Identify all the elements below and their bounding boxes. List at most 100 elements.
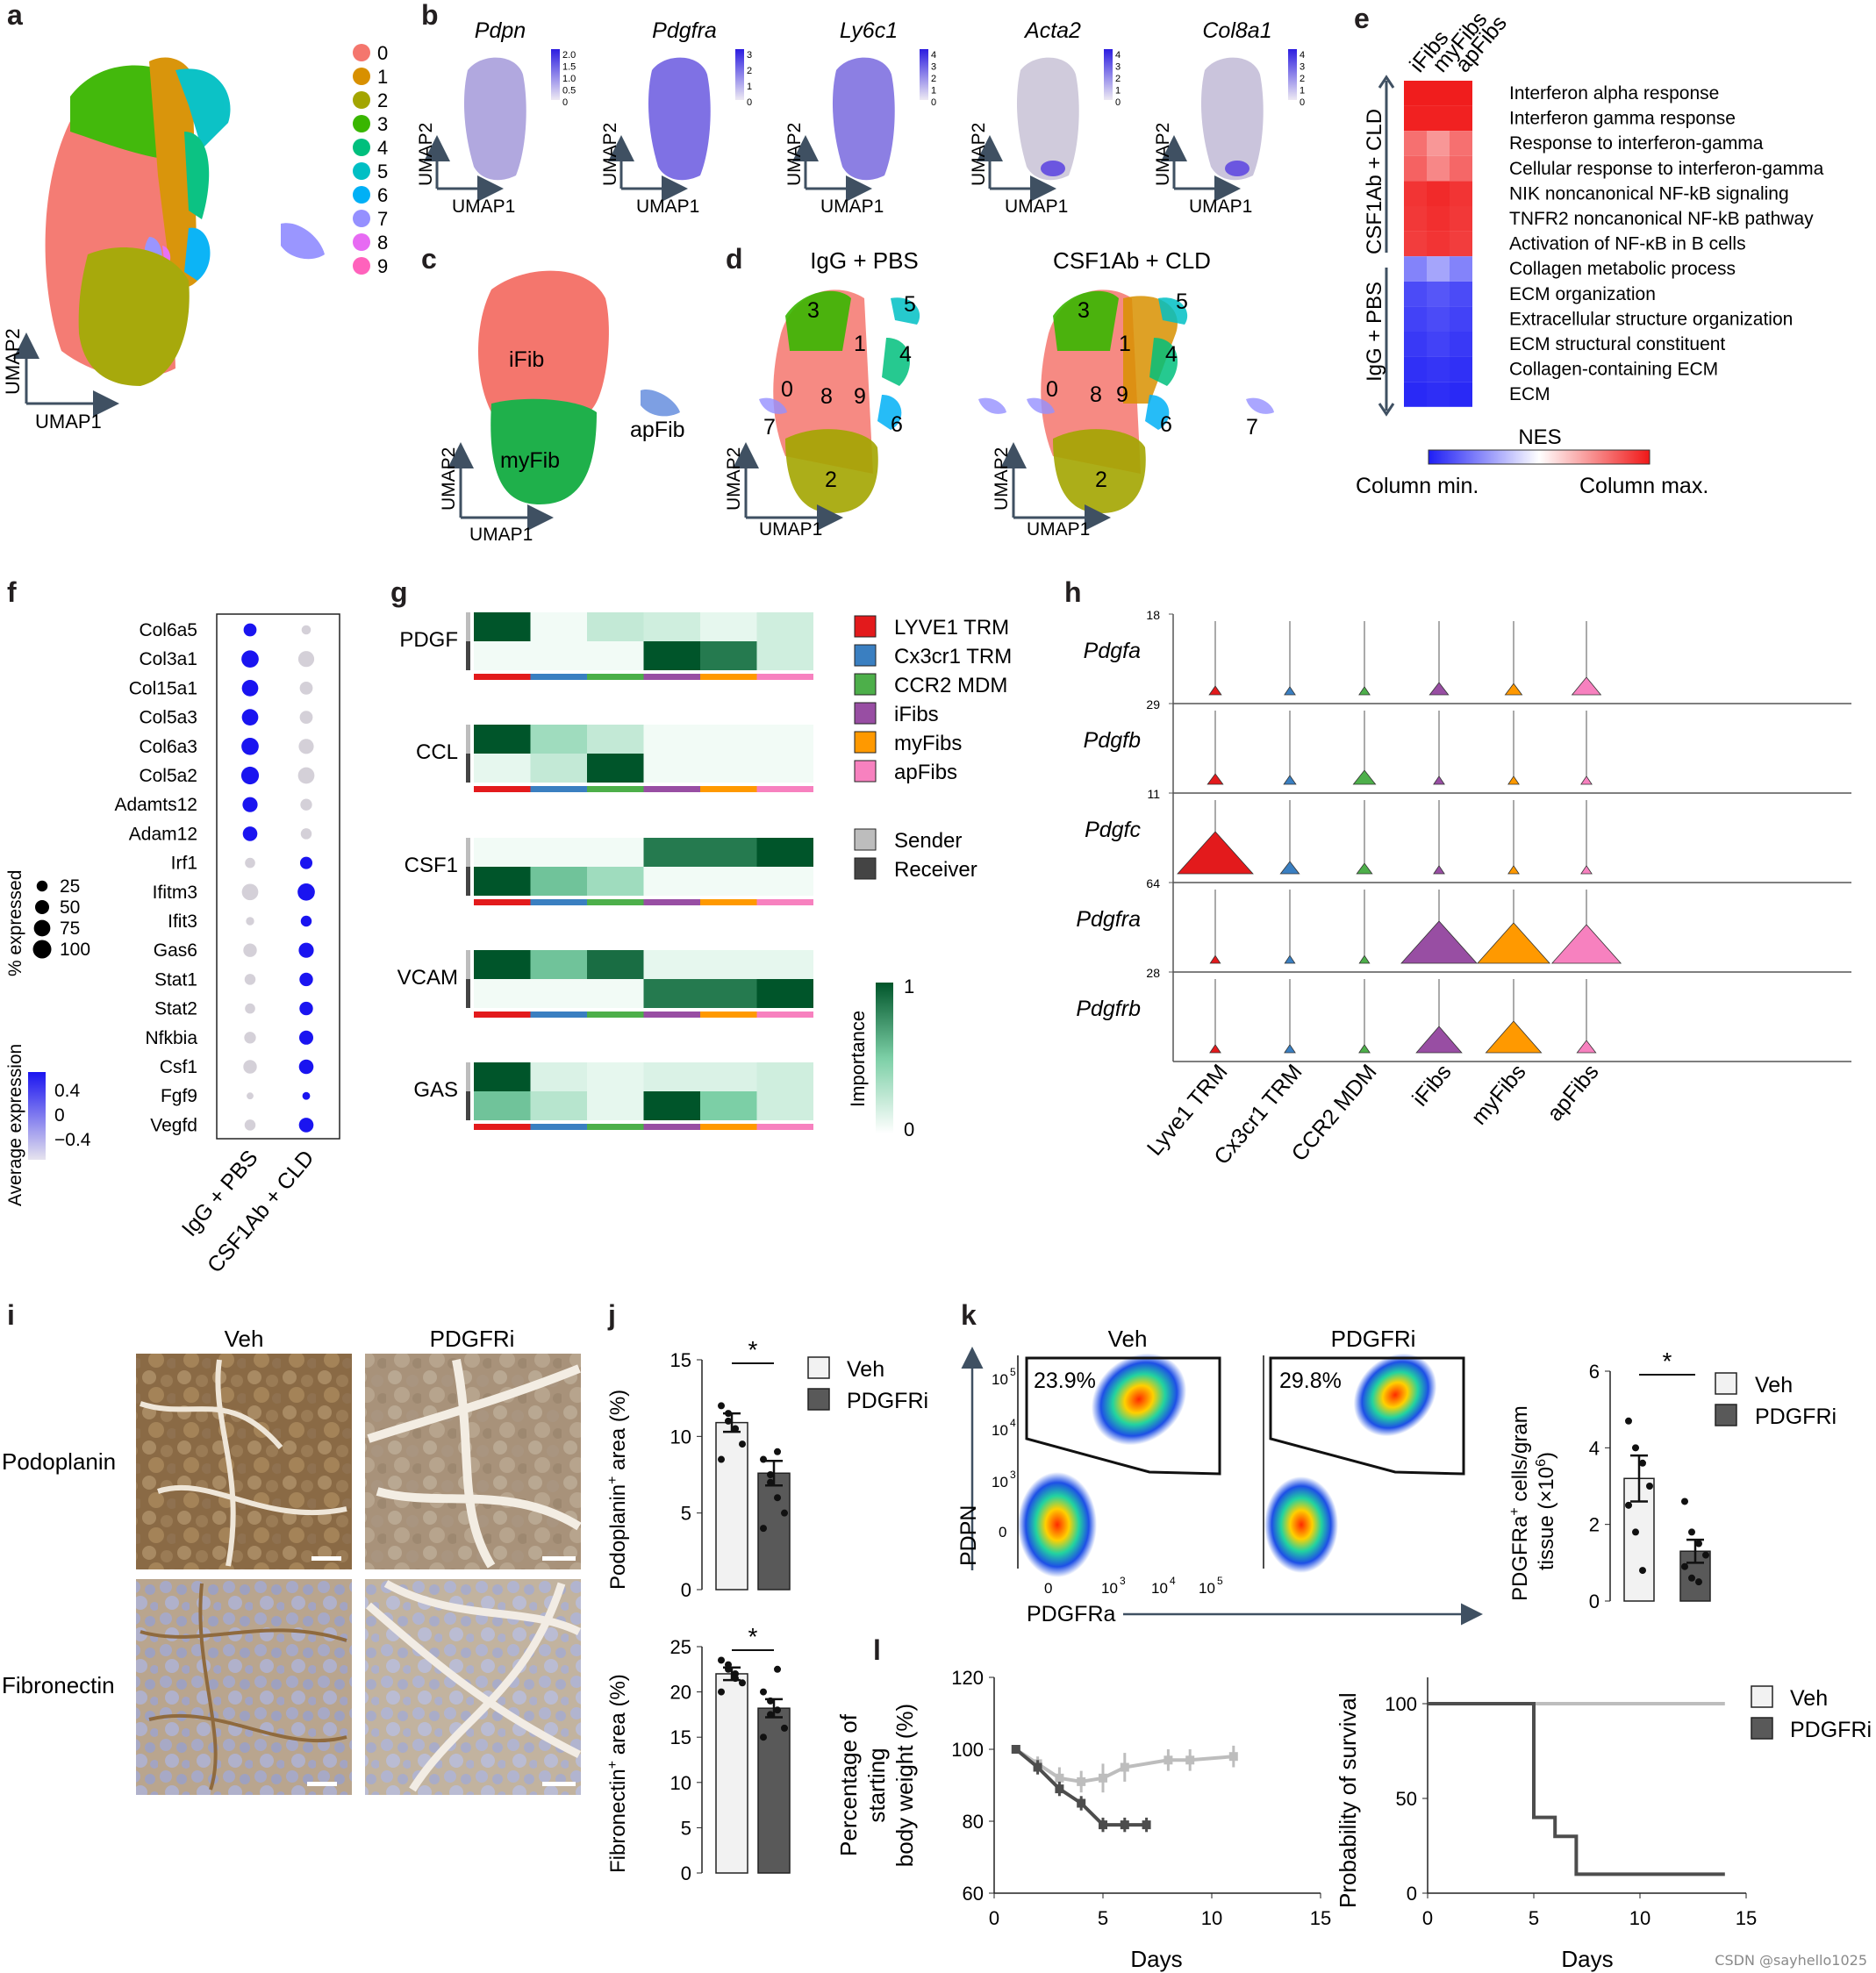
dotplot-gene-label: Col15a1 xyxy=(129,678,197,698)
colorbar-tick: 1.5 xyxy=(562,62,576,73)
survival-line xyxy=(1428,1702,1725,1876)
cluster-region xyxy=(891,297,920,325)
celltype-strip xyxy=(474,1124,531,1130)
importance-cell xyxy=(700,725,757,754)
bar-point xyxy=(767,1697,774,1705)
cluster-region xyxy=(1027,397,1055,414)
dotplot-gene-label: Col5a2 xyxy=(139,766,197,786)
dotplot-dot xyxy=(298,739,314,754)
bar-tick-label: 6 xyxy=(1589,1361,1600,1383)
ihc-image-fibro-veh xyxy=(136,1579,352,1795)
cluster-number: 5 xyxy=(1176,290,1188,314)
l-ylabel: body weight (%) xyxy=(891,1704,918,1867)
dotplot-dot xyxy=(298,1059,314,1075)
bar-point xyxy=(774,1706,781,1714)
violin-shape xyxy=(1428,682,1450,696)
bar-point xyxy=(1681,1562,1688,1570)
axis-label-y: UMAP2 xyxy=(724,447,744,511)
cluster-region xyxy=(1145,395,1170,430)
l-tick-label: 15 xyxy=(1310,1907,1331,1929)
bar-tick-label: 15 xyxy=(670,1726,691,1748)
bar-tick-label: 4 xyxy=(1589,1437,1600,1459)
feature-colorbar xyxy=(1104,49,1113,100)
flow-plot-veh: 23.9% xyxy=(1017,1353,1221,1577)
heatmap-cell xyxy=(1427,306,1450,332)
bar-tick-label: 20 xyxy=(670,1682,691,1704)
umap-a-y: UMAP2 xyxy=(2,328,24,395)
bar-point xyxy=(732,1675,739,1683)
axis-label-y: UMAP2 xyxy=(1153,123,1173,186)
importance-cell xyxy=(474,1091,531,1120)
role-swatch xyxy=(854,828,877,851)
avg-tick: −0.4 xyxy=(54,1130,91,1150)
axis-label-x: UMAP1 xyxy=(1005,197,1068,217)
legend-label: Veh xyxy=(1790,1686,1828,1711)
panel-letter-f: f xyxy=(7,576,17,608)
colorbar-tick: 0 xyxy=(562,97,568,108)
violin-shape xyxy=(1209,954,1221,964)
cluster-region xyxy=(877,395,902,430)
importance-cell xyxy=(530,867,587,896)
heatmap-cell xyxy=(1427,206,1450,232)
celltype-swatch xyxy=(854,702,877,725)
importance-cell xyxy=(756,725,813,754)
celltype-strip xyxy=(530,1012,587,1018)
importance-cell xyxy=(587,725,644,754)
svg-text:5: 5 xyxy=(1217,1575,1223,1587)
weight-point xyxy=(1011,1745,1020,1754)
panel-letter-a: a xyxy=(7,0,23,31)
role-swatch xyxy=(854,857,877,880)
violin-shape xyxy=(1177,831,1254,875)
legend-label: PDGFRi xyxy=(847,1389,928,1413)
dotplot-dot xyxy=(300,828,312,840)
colorbar-tick: 2 xyxy=(747,66,752,76)
violin-shape xyxy=(1477,922,1550,964)
heatmap-row-label: Collagen-containing ECM xyxy=(1509,360,1718,380)
dotplot-gene-label: Col5a3 xyxy=(139,708,197,728)
s-tick-label: 0 xyxy=(1407,1883,1417,1905)
dotplot-frame xyxy=(216,613,340,1140)
colorbar-tick: 0 xyxy=(1300,97,1305,108)
heatmap-cell xyxy=(1404,105,1427,132)
l-tick-label: 10 xyxy=(1201,1907,1222,1929)
violin-shape xyxy=(1504,683,1523,696)
dotplot-gene-label: Col3a1 xyxy=(139,649,197,669)
violin-shape xyxy=(1580,865,1593,875)
cluster-region xyxy=(1246,397,1274,414)
ihc-row-podoplanin: Podoplanin xyxy=(2,1448,116,1475)
celltype-strip xyxy=(474,1012,531,1018)
bar-point xyxy=(1632,1444,1639,1452)
cluster-number: 2 xyxy=(1095,468,1107,492)
dotplot-dot xyxy=(297,651,315,668)
importance-cell xyxy=(756,641,813,670)
heatmap-cell xyxy=(1450,181,1472,206)
dotplot-gene-label: Col6a3 xyxy=(139,737,197,757)
weight-point xyxy=(1055,1784,1064,1794)
weight-point xyxy=(1120,1820,1129,1830)
heatmap-cell xyxy=(1450,281,1472,307)
pathway-label: CSF1 xyxy=(405,854,458,877)
importance-cell xyxy=(756,1062,813,1091)
cluster-swatch xyxy=(353,139,370,156)
celltype-strip xyxy=(530,1124,587,1130)
cluster-number: 6 xyxy=(1160,412,1172,437)
colorbar-tick: 4 xyxy=(931,50,936,61)
celltype-label: myFibs xyxy=(894,732,962,755)
dotplot-dot xyxy=(298,1030,314,1045)
cluster-region xyxy=(759,397,787,414)
bar xyxy=(715,1421,748,1591)
importance-cell xyxy=(700,979,757,1008)
importance-cell xyxy=(530,838,587,867)
heatmap-row-label: Interferon alpha response xyxy=(1509,83,1719,104)
colorbar-tick: 0 xyxy=(747,97,752,108)
s-ylabel: Probability of survival xyxy=(1335,1692,1361,1908)
importance-cell xyxy=(587,754,644,783)
l-tick-label: 100 xyxy=(951,1739,984,1761)
panel-letter-g: g xyxy=(390,576,408,608)
importance-cell xyxy=(530,979,587,1008)
celltype-strip xyxy=(530,674,587,680)
bar-point xyxy=(1702,1551,1709,1559)
umap-c-axes xyxy=(448,442,554,531)
gene-title: Pdpn xyxy=(475,18,526,43)
